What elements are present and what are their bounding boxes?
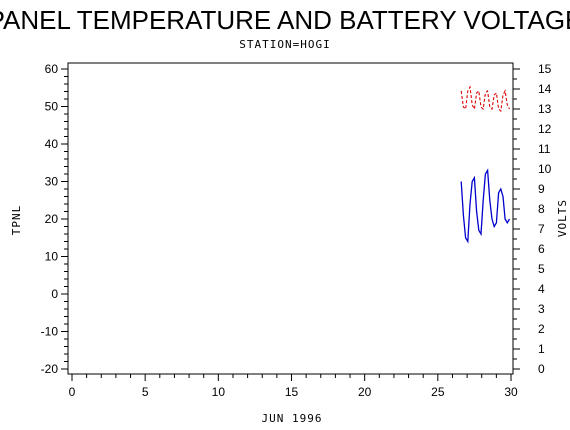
right-y-tick-label: 13 — [538, 102, 552, 116]
series-group — [460, 85, 511, 244]
left-y-tick-label: 50 — [45, 100, 59, 114]
right-y-tick-label: 11 — [538, 142, 551, 156]
x-tick-label: 20 — [358, 385, 372, 399]
left-y-tick-label: 30 — [45, 175, 59, 189]
left-y-tick-label: -10 — [41, 325, 59, 339]
right-y-tick-label: 2 — [538, 322, 545, 336]
right-y-tick-label: 7 — [538, 222, 545, 236]
right-y-tick-label: 8 — [538, 202, 545, 216]
right-y-tick-label: 12 — [538, 122, 552, 136]
left-y-tick-label: 60 — [45, 62, 59, 76]
right-y-axis-label: VOLTS — [556, 199, 569, 237]
chart-title: PANEL TEMPERATURE AND BATTERY VOLTAGE — [0, 5, 570, 35]
left-y-axis-label: TPNL — [10, 205, 23, 236]
right-y-tick-label: 4 — [538, 282, 545, 296]
plot-frame — [67, 62, 514, 375]
battery-voltage-line — [460, 85, 510, 113]
right-y-tick-label: 9 — [538, 182, 545, 196]
x-tick-label: 30 — [504, 385, 518, 399]
panel-temperature-line — [460, 168, 511, 244]
right-y-tick-label: 6 — [538, 242, 545, 256]
right-y-tick-label: 1 — [538, 342, 545, 356]
chart-subtitle: STATION=HOGI — [239, 38, 330, 51]
x-tick-label: 5 — [142, 385, 149, 399]
x-tick-label: 15 — [285, 385, 299, 399]
right-y-tick-label: 14 — [538, 82, 552, 96]
right-y-tick-label: 0 — [538, 362, 545, 376]
left-y-tick-label: 40 — [45, 137, 59, 151]
left-y-tick-label: -20 — [41, 362, 59, 376]
right-y-tick-label: 10 — [538, 162, 552, 176]
x-axis-label: JUN 1996 — [262, 412, 323, 425]
x-tick-label: 10 — [212, 385, 226, 399]
x-axis: 0 5 10 15 20 25 30 — [69, 374, 518, 399]
right-y-tick-label: 5 — [538, 262, 545, 276]
x-tick-label: 0 — [69, 385, 76, 399]
left-y-tick-label: 0 — [51, 287, 58, 301]
right-y-tick-label: 3 — [538, 302, 545, 316]
left-y-tick-label: 20 — [45, 212, 59, 226]
left-y-tick-label: 10 — [45, 250, 59, 264]
left-y-axis: -20 -10 0 10 20 30 40 50 60 — [41, 62, 68, 376]
x-tick-label: 25 — [431, 385, 445, 399]
right-y-tick-label: 15 — [538, 62, 552, 76]
